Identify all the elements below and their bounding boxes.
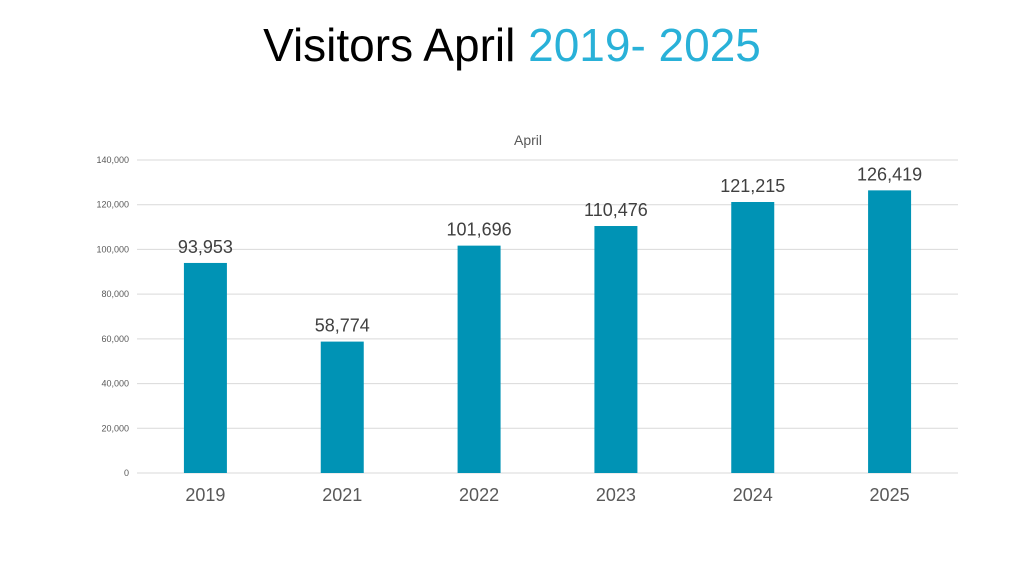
data-label: 110,476 <box>584 200 648 220</box>
bar-2022 <box>457 245 501 473</box>
y-tick-label: 60,000 <box>101 334 129 344</box>
bar-2021 <box>320 341 364 473</box>
bar-2019 <box>183 262 227 473</box>
y-tick-label: 80,000 <box>101 289 129 299</box>
y-tick-label: 120,000 <box>96 200 129 210</box>
x-tick-label: 2019 <box>185 485 225 505</box>
bar-2023 <box>594 226 638 473</box>
data-label: 58,774 <box>315 316 370 336</box>
y-tick-label: 100,000 <box>96 244 129 254</box>
x-tick-label: 2021 <box>322 485 362 505</box>
page-title: Visitors April 2019- 2025 <box>0 18 1024 72</box>
y-tick-label: 140,000 <box>96 155 129 165</box>
title-accent: 2019- 2025 <box>528 19 761 71</box>
chart-title: April <box>514 132 542 148</box>
y-tick-label: 40,000 <box>101 379 129 389</box>
y-tick-label: 20,000 <box>101 423 129 433</box>
x-tick-label: 2023 <box>596 485 636 505</box>
data-label: 121,215 <box>720 176 785 196</box>
bar-2024 <box>731 201 775 473</box>
data-label: 126,419 <box>857 164 922 184</box>
title-main: Visitors April <box>263 19 529 71</box>
x-tick-label: 2024 <box>733 485 773 505</box>
data-label: 101,696 <box>447 220 512 240</box>
bar-2025 <box>868 190 912 474</box>
x-tick-label: 2022 <box>459 485 499 505</box>
x-tick-label: 2025 <box>870 485 910 505</box>
data-label: 93,953 <box>178 237 233 257</box>
y-tick-label: 0 <box>124 468 129 478</box>
